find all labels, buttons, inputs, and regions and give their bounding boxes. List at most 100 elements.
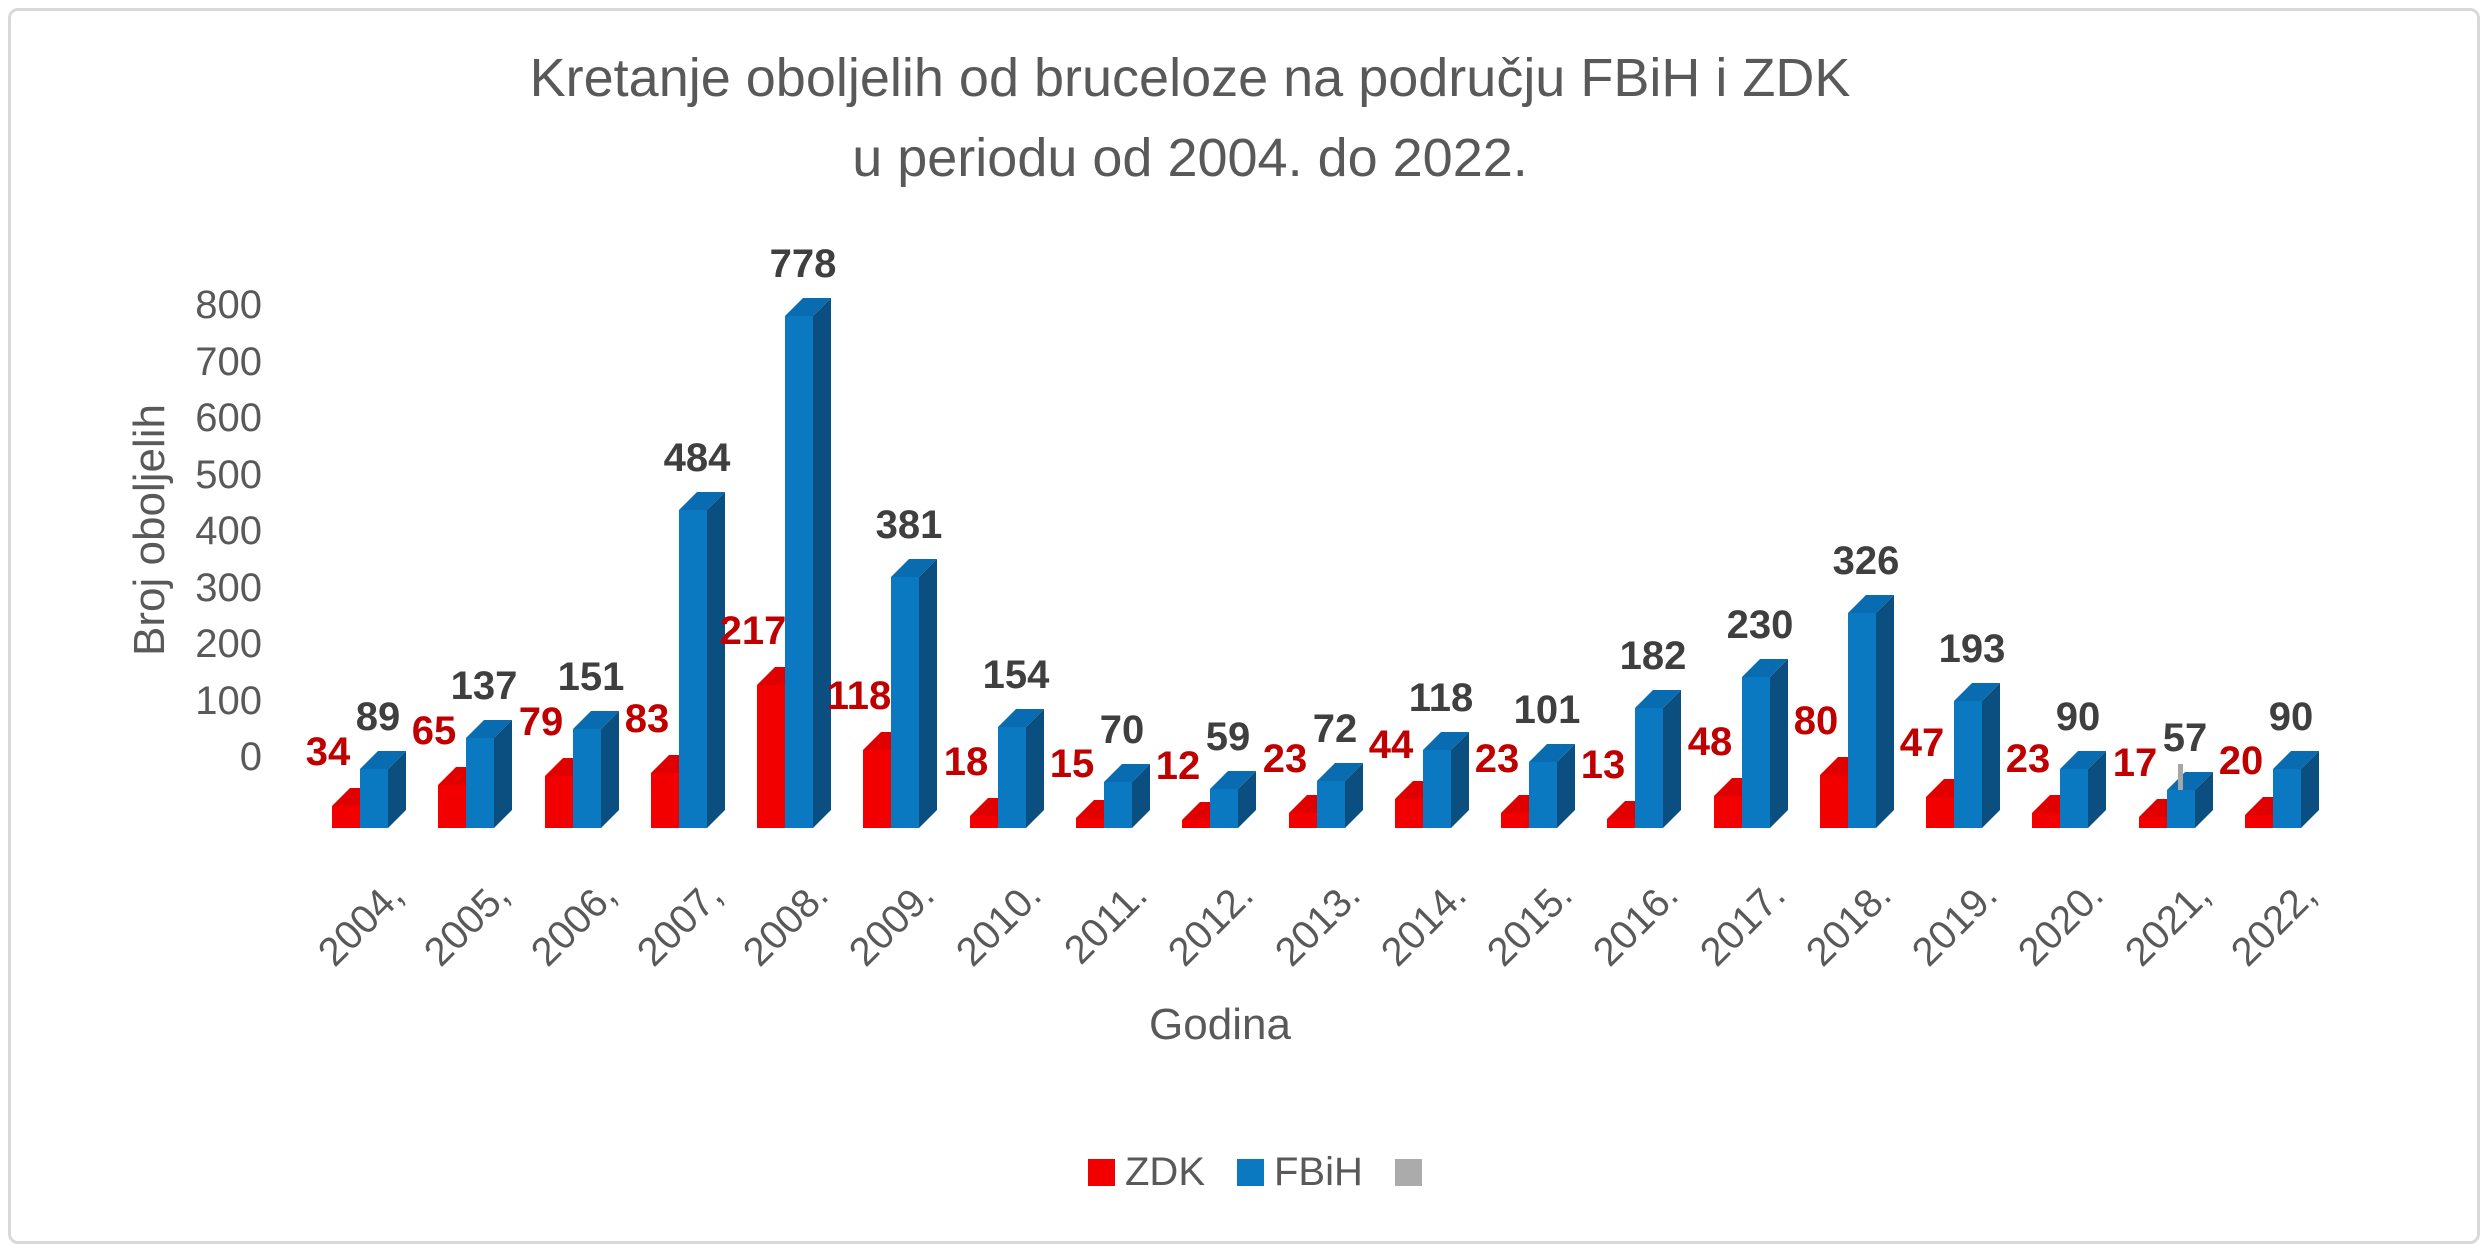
bar-zdk-2018 [1820,757,1866,828]
bar-zdk-2009 [863,732,909,828]
legend-label-fbih: FBiH [1274,1150,1363,1194]
legend-item-zdk: ZDK [1088,1150,1205,1194]
value-label-zdk-2006: 79 [518,700,564,744]
bar-zdk-2007 [651,755,697,828]
bar-fbih-2019 [1954,683,2000,828]
value-label-fbih-2004: 89 [355,695,401,739]
value-label-zdk-2007: 83 [624,697,670,741]
bar-fbih-side-face [1770,659,1788,828]
legend-item-fbih: FBiH [1237,1150,1363,1194]
value-label-fbih-2016: 182 [1619,634,1687,678]
bar-fbih-2004 [360,751,406,828]
legend-swatch-zdk [1088,1158,1115,1186]
legend-item-empty [1394,1158,1432,1186]
bar-fbih-2020 [2060,751,2106,828]
value-label-fbih-2005: 137 [450,664,518,708]
legend-swatch-fbih [1237,1158,1264,1186]
chart-title: Kretanje oboljelih od bruceloze na podru… [0,38,2380,198]
value-label-zdk-2004: 34 [305,730,351,774]
value-label-zdk-2011: 15 [1049,742,1095,786]
value-label-zdk-2017: 48 [1687,720,1733,764]
bar-zdk-2011 [1076,800,1122,828]
bar-zdk-2019 [1926,779,1972,828]
value-label-fbih-2006: 151 [557,655,625,699]
bar-fbih-side-face [919,559,937,828]
bar-fbih-side-face [1026,709,1044,828]
y-tick-300: 300 [195,565,262,610]
value-label-zdk-2009: 118 [826,674,892,718]
bar-fbih-2015 [1529,744,1575,828]
value-label-zdk-2012: 12 [1155,744,1201,788]
y-tick-400: 400 [195,509,262,553]
bar-zdk-2020 [2032,795,2078,828]
bar-zdk-2013 [1289,795,1335,828]
bar-fbih-2021 [2167,772,2213,828]
value-label-zdk-2021: 17 [2112,741,2158,785]
bar-fbih-2006 [573,711,619,828]
value-label-zdk-2014: 44 [1368,723,1414,767]
bar-zdk-2005 [438,767,484,828]
bar-zdk-2010 [970,798,1016,828]
y-tick-0: 0 [239,735,262,779]
bar-fbih-2017 [1742,659,1788,828]
value-label-fbih-2008: 778 [769,242,837,286]
value-label-fbih-2022: 90 [2268,695,2314,739]
chart-title-line2: u periodu od 2004. do 2022. [852,128,1528,188]
y-tick-700: 700 [195,339,262,384]
legend: ZDK FBiH [1088,1150,1432,1194]
value-label-zdk-2005: 65 [411,709,457,753]
value-label-fbih-2012: 59 [1205,715,1251,759]
bar-fbih-2010 [998,709,1044,828]
bar-fbih-side-face [601,711,619,828]
value-label-fbih-2011: 70 [1099,708,1145,752]
bar-zdk-2021 [2139,799,2185,828]
value-label-zdk-2015: 23 [1474,737,1520,781]
value-label-zdk-2019: 47 [1899,721,1945,765]
bar-fbih-side-face [1876,595,1894,828]
bar-fbih-2014 [1423,732,1469,828]
x-axis-title: Godina [1149,1000,1291,1049]
bar-fbih-side-face [1663,690,1681,828]
value-label-fbih-2019: 193 [1938,627,2006,671]
value-label-zdk-2013: 23 [1262,737,1308,781]
value-label-zdk-2020: 23 [2005,737,2051,781]
bar-fbih-side-face [813,298,831,828]
bar-zdk-2006 [545,758,591,828]
y-tick-200: 200 [195,622,262,666]
value-label-fbih-2021: 57 [2162,716,2208,760]
bar-fbih-2022 [2273,751,2319,828]
bar-fbih-2016 [1635,690,1681,828]
bar-fbih-2013 [1317,763,1363,828]
value-label-fbih-2010: 154 [982,653,1050,697]
value-label-fbih-2020: 90 [2055,695,2101,739]
chart-frame [8,8,2480,1244]
bar-zdk-2017 [1714,778,1760,828]
bar-fbih-2018 [1848,595,1894,828]
value-label-fbih-2009: 381 [875,503,943,547]
bar-zdk-2004 [332,788,378,828]
value-label-zdk-2022: 20 [2218,739,2264,783]
bar-zdk-2022 [2245,797,2291,828]
bar-fbih-2009 [891,559,937,828]
bar-zdk-2016 [1607,801,1653,828]
value-label-fbih-2014: 118 [1408,676,1474,720]
bar-zdk-2012 [1182,802,1228,828]
bar-fbih-side-face [494,720,512,828]
y-tick-100: 100 [195,678,262,723]
legend-swatch-empty [1394,1158,1422,1186]
chart-title-line1: Kretanje oboljelih od bruceloze na podru… [529,48,1851,108]
bar-fbih-side-face [707,492,725,828]
value-label-zdk-2016: 13 [1580,743,1626,787]
stray-gray-tick-2021 [2178,764,2183,790]
bar-fbih-side-face [1982,683,2000,828]
value-label-zdk-2008: 217 [719,609,787,653]
bar-zdk-2008 [757,667,803,828]
legend-label-zdk: ZDK [1125,1150,1205,1194]
bar-fbih-2011 [1104,764,1150,828]
value-label-fbih-2015: 101 [1513,688,1581,732]
bar-fbih-2005 [466,720,512,828]
value-label-fbih-2018: 326 [1832,539,1900,583]
value-label-fbih-2017: 230 [1726,603,1794,647]
y-tick-600: 600 [195,396,262,440]
